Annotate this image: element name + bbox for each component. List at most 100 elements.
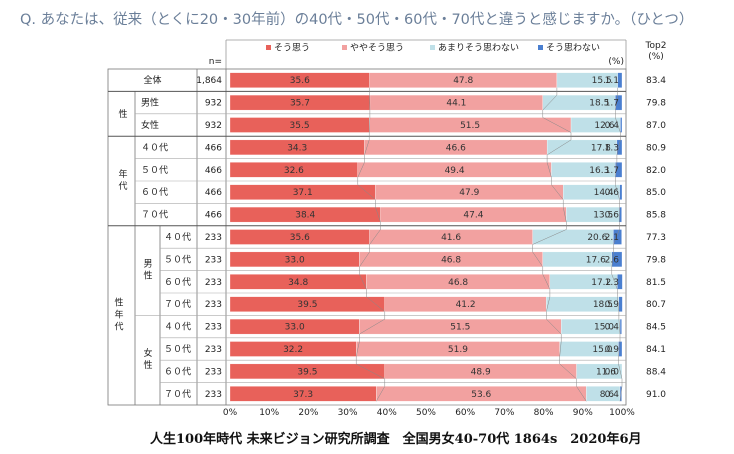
n-value: 932 [205, 121, 222, 131]
data-label: 44.1 [446, 99, 466, 109]
category-label: ６０代 [164, 277, 191, 288]
chart-title: Q. あなたは、従来（とくに20・30年前）の40代・50代・60代・70代と違… [20, 12, 694, 28]
data-label: 32.2 [283, 345, 303, 355]
category-label: ６０代 [141, 187, 168, 198]
data-label: 33.0 [285, 255, 305, 265]
boundary-connector [532, 87, 587, 402]
table-grid [107, 39, 627, 406]
x-tick-label: 0% [223, 408, 238, 418]
category-label: 女性 [141, 119, 159, 131]
data-label: 15.5 [592, 76, 612, 86]
data-label: 1.1 [605, 76, 619, 86]
legend-swatch [342, 45, 347, 50]
top2-value: 80.9 [646, 143, 666, 153]
legend-swatch [538, 45, 543, 50]
source-footer: 人生100年時代 未来ビジョン研究所調査 全国男女40-70代 1864s 20… [150, 432, 642, 447]
top2-value: 87.0 [646, 121, 666, 131]
category-label: ７０代 [164, 299, 191, 310]
top2-value: 79.8 [646, 99, 666, 109]
x-tick-label: 30% [338, 408, 358, 418]
category-label: ６０代 [164, 366, 191, 377]
top2-value: 91.0 [646, 390, 666, 400]
category-label: ７０代 [141, 210, 168, 221]
top2-value: 84.5 [646, 323, 666, 333]
top2-value: 79.8 [646, 255, 666, 265]
boundary-connector [611, 87, 623, 402]
bar-segment [618, 296, 623, 312]
data-label: 39.5 [297, 300, 317, 310]
n-value: 233 [205, 345, 222, 355]
data-label: 49.4 [445, 166, 465, 176]
top2-value: 85.8 [646, 211, 666, 221]
bar-segment [615, 94, 623, 111]
n-value: 466 [205, 143, 222, 153]
data-label: 17.2 [591, 278, 611, 288]
bar-segment [617, 72, 623, 88]
data-label: 18.5 [589, 99, 609, 109]
data-label: 53.6 [471, 390, 491, 400]
top2-value: 77.3 [646, 233, 666, 243]
top2-value: 83.4 [646, 76, 666, 86]
n-value: 233 [205, 255, 222, 265]
bar-segment [615, 162, 623, 178]
n-value: 466 [205, 166, 222, 176]
category-label: ５０代 [164, 254, 191, 265]
n-value: 233 [205, 367, 222, 377]
group-label-sex: 性 [118, 108, 127, 120]
x-tick-label: 50% [416, 408, 436, 418]
labels-layer: n=Top2(%)(%)そう思う ややそう思う あまりそう思わない そう思わない性年代… [114, 41, 666, 418]
group-label-age: 代 [118, 181, 127, 192]
data-label: 0.9 [605, 345, 620, 355]
data-label: 1.7 [605, 166, 619, 176]
data-label: 0.6 [605, 211, 620, 221]
data-label: 47.4 [463, 211, 483, 221]
group-label-sex-age: 代 [114, 321, 123, 332]
data-label: 41.6 [441, 233, 461, 243]
n-value: 233 [205, 390, 222, 400]
legend-swatch [430, 45, 435, 50]
x-tick-label: 80% [534, 408, 554, 418]
top2-value: 82.0 [646, 166, 666, 176]
top2-value: 81.5 [646, 278, 666, 288]
data-label: 0.9 [605, 300, 620, 310]
n-value: 466 [205, 211, 222, 221]
category-label: ５０代 [141, 165, 168, 176]
group-label-age: 年 [118, 168, 127, 180]
data-label: 15.0 [594, 323, 614, 333]
top2-value: 88.4 [646, 367, 666, 377]
x-tick-label: 20% [298, 408, 318, 418]
data-label: 2.1 [605, 233, 619, 243]
n-value: 932 [205, 99, 222, 109]
legend-label: ややそう思う [350, 43, 404, 54]
bar-segment [616, 139, 623, 156]
data-label: 13.5 [593, 211, 613, 221]
bar-segment [619, 318, 622, 335]
data-label: 18.5 [593, 300, 613, 310]
top2-unit: (%) [648, 52, 664, 62]
group-label-sex-age: 性 [114, 296, 123, 308]
data-label: 0.4 [605, 323, 620, 333]
data-label: 16.3 [589, 166, 609, 176]
data-label: 35.7 [290, 99, 310, 109]
x-tick-label: 100% [609, 408, 635, 418]
category-label: ７０代 [164, 389, 191, 400]
category-label: 男性 [141, 97, 159, 109]
data-label: 41.2 [456, 300, 476, 310]
data-label: 39.5 [297, 367, 317, 377]
bar-segment [576, 363, 623, 380]
group-label-female: 性 [143, 359, 152, 371]
data-label: 1.7 [605, 99, 619, 109]
data-label: 51.9 [448, 345, 468, 355]
data-label: 51.5 [450, 323, 470, 333]
data-label: 46.6 [446, 143, 466, 153]
group-label-female: 女 [143, 347, 152, 359]
data-label: 33.0 [285, 323, 305, 333]
data-label: 38.4 [295, 211, 315, 221]
x-tick-label: 40% [377, 408, 397, 418]
data-label: 11.6 [596, 367, 616, 377]
data-label: 46.8 [448, 278, 468, 288]
bar-segment [619, 184, 623, 200]
category-label: ４０代 [164, 322, 191, 333]
data-label: 46.8 [441, 255, 461, 265]
